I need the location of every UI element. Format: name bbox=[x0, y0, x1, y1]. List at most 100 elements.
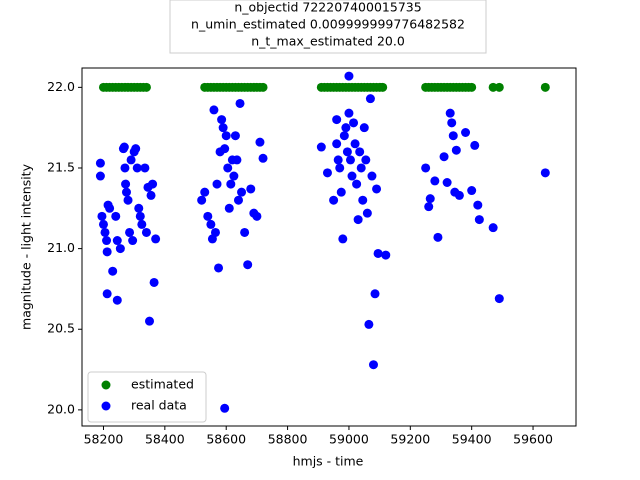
point bbox=[433, 232, 443, 242]
point bbox=[224, 203, 234, 213]
point bbox=[362, 208, 372, 218]
point bbox=[361, 155, 371, 165]
point bbox=[473, 200, 483, 210]
point bbox=[336, 187, 346, 197]
point bbox=[125, 227, 135, 237]
point bbox=[119, 142, 129, 152]
point bbox=[141, 82, 151, 92]
point bbox=[352, 179, 362, 189]
point bbox=[221, 131, 231, 141]
point bbox=[451, 145, 461, 155]
point bbox=[132, 163, 142, 173]
x-tick-label: 58600 bbox=[206, 432, 246, 447]
legend-label: real data bbox=[131, 398, 187, 413]
point bbox=[229, 171, 239, 181]
point bbox=[145, 316, 155, 326]
point bbox=[218, 123, 228, 133]
point bbox=[474, 215, 484, 225]
point bbox=[370, 289, 380, 299]
point bbox=[467, 186, 477, 196]
y-axis-label: magnitude - light intensity bbox=[19, 163, 34, 330]
point bbox=[353, 215, 363, 225]
point bbox=[339, 131, 349, 141]
point bbox=[151, 234, 161, 244]
point bbox=[206, 219, 216, 229]
point bbox=[355, 147, 365, 157]
plot-area bbox=[81, 67, 577, 427]
point bbox=[102, 247, 112, 257]
y-tick-label: 20.5 bbox=[47, 321, 75, 336]
point bbox=[345, 155, 355, 165]
point bbox=[137, 219, 147, 229]
point bbox=[341, 123, 351, 133]
point bbox=[108, 266, 118, 276]
point bbox=[146, 190, 156, 200]
point bbox=[342, 147, 352, 157]
point bbox=[378, 82, 388, 92]
point bbox=[149, 277, 159, 287]
point bbox=[112, 295, 122, 305]
point bbox=[367, 171, 377, 181]
legend-marker bbox=[101, 401, 111, 411]
point bbox=[111, 211, 121, 221]
point bbox=[97, 211, 107, 221]
point bbox=[335, 163, 345, 173]
point bbox=[372, 184, 382, 194]
point bbox=[461, 128, 471, 138]
chart-title: n_umin_estimated 0.009999999776482582 bbox=[191, 17, 465, 32]
point bbox=[430, 176, 440, 186]
x-tick-label: 59400 bbox=[452, 432, 492, 447]
point bbox=[381, 250, 391, 260]
point bbox=[421, 163, 431, 173]
point bbox=[235, 98, 245, 108]
point bbox=[100, 227, 110, 237]
point bbox=[333, 155, 343, 165]
point bbox=[332, 139, 342, 149]
y-tick-label: 20.0 bbox=[47, 401, 75, 416]
point bbox=[220, 403, 230, 413]
point bbox=[232, 155, 242, 165]
point bbox=[338, 234, 348, 244]
point bbox=[209, 105, 219, 115]
point bbox=[128, 236, 138, 246]
point bbox=[350, 139, 360, 149]
x-tick-label: 59200 bbox=[390, 432, 430, 447]
title-box bbox=[169, 0, 487, 54]
x-tick-label: 58800 bbox=[268, 432, 308, 447]
point bbox=[141, 227, 151, 237]
point bbox=[112, 236, 122, 246]
chart-title: n_t_max_estimated 20.0 bbox=[251, 34, 405, 49]
legend-marker bbox=[101, 380, 111, 390]
point bbox=[237, 187, 247, 197]
point bbox=[332, 115, 342, 125]
point bbox=[316, 142, 326, 152]
point bbox=[359, 123, 369, 133]
point bbox=[203, 211, 213, 221]
point bbox=[258, 82, 268, 92]
point bbox=[448, 131, 458, 141]
point bbox=[454, 190, 464, 200]
point bbox=[95, 158, 105, 168]
chart-title: n_objectid 722207400015735 bbox=[234, 0, 421, 15]
point bbox=[134, 203, 144, 213]
x-axis-label: hmjs - time bbox=[293, 454, 364, 469]
point bbox=[445, 108, 455, 118]
point bbox=[123, 195, 133, 205]
point bbox=[243, 260, 253, 270]
point bbox=[102, 289, 112, 299]
point bbox=[347, 171, 357, 181]
point bbox=[439, 152, 449, 162]
point bbox=[148, 179, 158, 189]
point bbox=[210, 227, 220, 237]
point bbox=[200, 187, 210, 197]
point bbox=[217, 115, 227, 125]
point bbox=[329, 195, 339, 205]
point bbox=[258, 153, 268, 163]
x-tick-label: 58400 bbox=[145, 432, 185, 447]
point bbox=[121, 179, 131, 189]
point bbox=[126, 155, 136, 165]
point bbox=[255, 137, 265, 147]
point bbox=[494, 82, 504, 92]
point bbox=[425, 194, 435, 204]
